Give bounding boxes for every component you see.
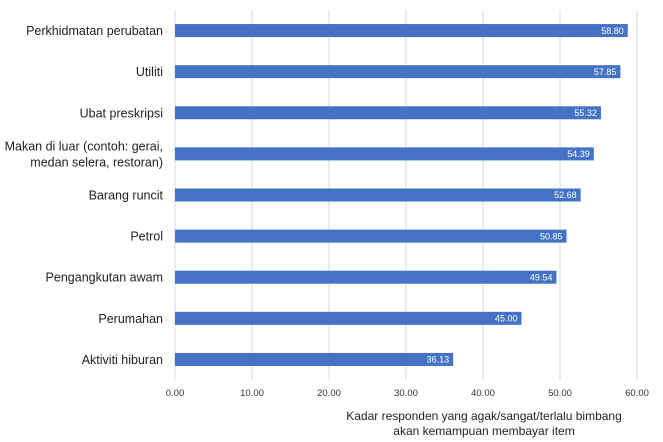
bar-value-label: 55.32 [574, 108, 597, 118]
bar-value-label: 50.85 [540, 231, 563, 241]
bar [175, 65, 621, 79]
category-label: Barang runcit [89, 189, 164, 203]
bar-value-label: 49.54 [530, 272, 553, 282]
category-label: Petrol [130, 230, 163, 244]
category-label: Ubat preskripsi [80, 106, 163, 120]
bar-value-label: 52.68 [554, 190, 577, 200]
x-tick-label: 30.00 [394, 388, 418, 399]
bar [175, 270, 557, 284]
x-tick-label: 0.00 [166, 388, 185, 399]
x-tick-labels: 0.00 10.00 20.00 30.00 40.00 50.00 60.00 [166, 388, 649, 399]
bar-value-label: 58.80 [601, 26, 624, 36]
x-tick-label: 20.00 [317, 388, 341, 399]
bar [175, 352, 454, 366]
category-label: Aktiviti hiburan [82, 353, 163, 367]
x-tick-label: 10.00 [240, 388, 264, 399]
category-label: Utiliti [136, 65, 163, 79]
bar [175, 229, 567, 243]
category-label: Perkhidmatan perubatan [26, 24, 163, 38]
bar-value-label: 36.13 [427, 355, 450, 365]
bar [175, 24, 628, 38]
bar [175, 147, 594, 161]
bar [175, 188, 581, 202]
bar-value-label: 57.85 [594, 67, 617, 77]
x-tick-label: 40.00 [471, 388, 495, 399]
category-labels: Perkhidmatan perubatan Utiliti Ubat preskr… [5, 24, 164, 367]
x-tick-label: 60.00 [625, 388, 649, 399]
bars: 58.80 57.85 55.32 54.39 52.68 50.85 49.54 45.00… [175, 24, 628, 366]
bar-value-label: 54.39 [567, 149, 590, 159]
category-label: Makan di luar (contoh: gerai, medan seler… [5, 139, 163, 169]
bar [175, 311, 522, 325]
x-axis-title: Kadar responden yang agak/sangat/terlalu… [346, 409, 622, 438]
category-label: Perumahan [98, 312, 163, 326]
category-label: Pengangkutan awam [46, 271, 163, 285]
x-tick-label: 50.00 [548, 388, 572, 399]
bar-value-label: 45.00 [495, 314, 518, 324]
bar [175, 106, 601, 120]
